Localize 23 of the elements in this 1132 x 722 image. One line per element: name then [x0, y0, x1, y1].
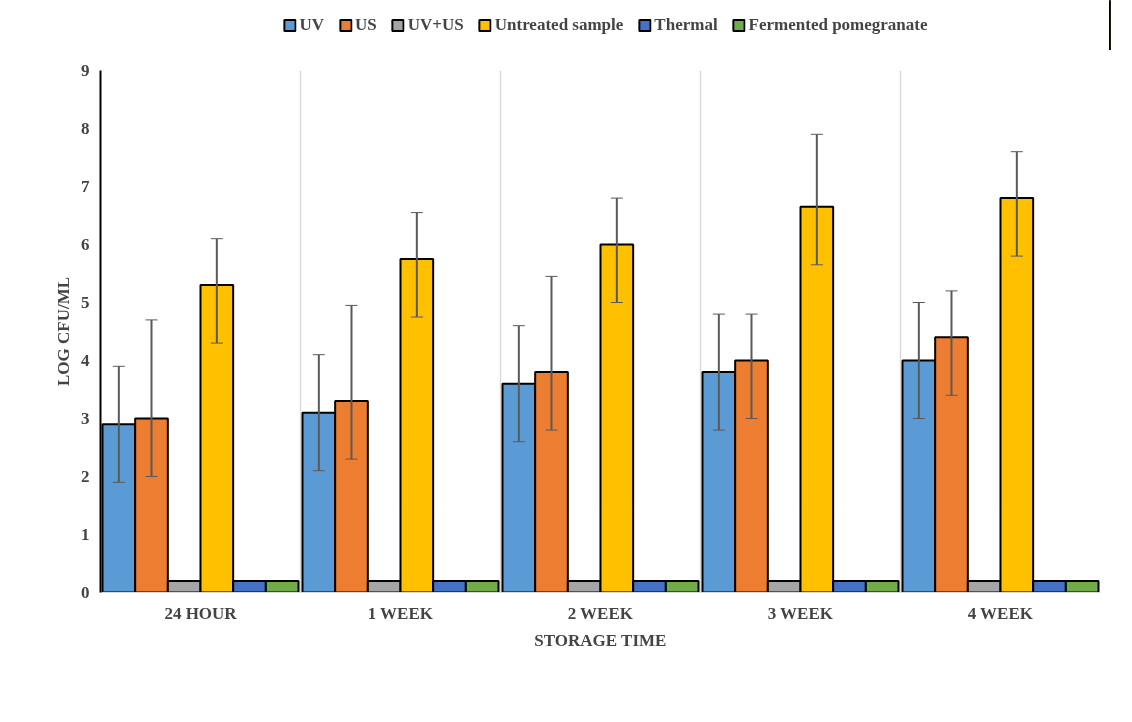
y-axis-title: LOG CFU/ML [54, 276, 73, 387]
y-tick-label: 0 [81, 583, 90, 602]
y-tick-label: 9 [81, 61, 90, 80]
x-tick-label: 1 WEEK [367, 603, 434, 623]
y-tick-label: 8 [81, 119, 90, 138]
x-tick-label: 4 WEEK [967, 603, 1034, 623]
x-tick-label: 3 WEEK [767, 603, 834, 623]
y-tick-label: 2 [81, 467, 90, 486]
legend-label: Fermented pomegranate [748, 15, 928, 35]
x-tick-label: 2 WEEK [567, 603, 634, 623]
x-tick-label: 24 HOUR [164, 603, 238, 623]
y-tick-label: 4 [81, 351, 90, 370]
y-tick-label: 6 [81, 235, 90, 254]
legend-label: US [355, 15, 377, 35]
y-tick-label: 3 [81, 409, 90, 428]
legend-label: UV+US [407, 15, 464, 35]
y-tick-label: 5 [81, 293, 90, 312]
legend-label: Thermal [654, 15, 718, 35]
legend-label: UV [299, 15, 325, 35]
y-tick-label: 1 [81, 525, 90, 544]
x-axis-title: STORAGE TIME [534, 630, 667, 650]
y-tick-label: 7 [81, 177, 90, 196]
legend-label: Untreated sample [494, 15, 624, 35]
